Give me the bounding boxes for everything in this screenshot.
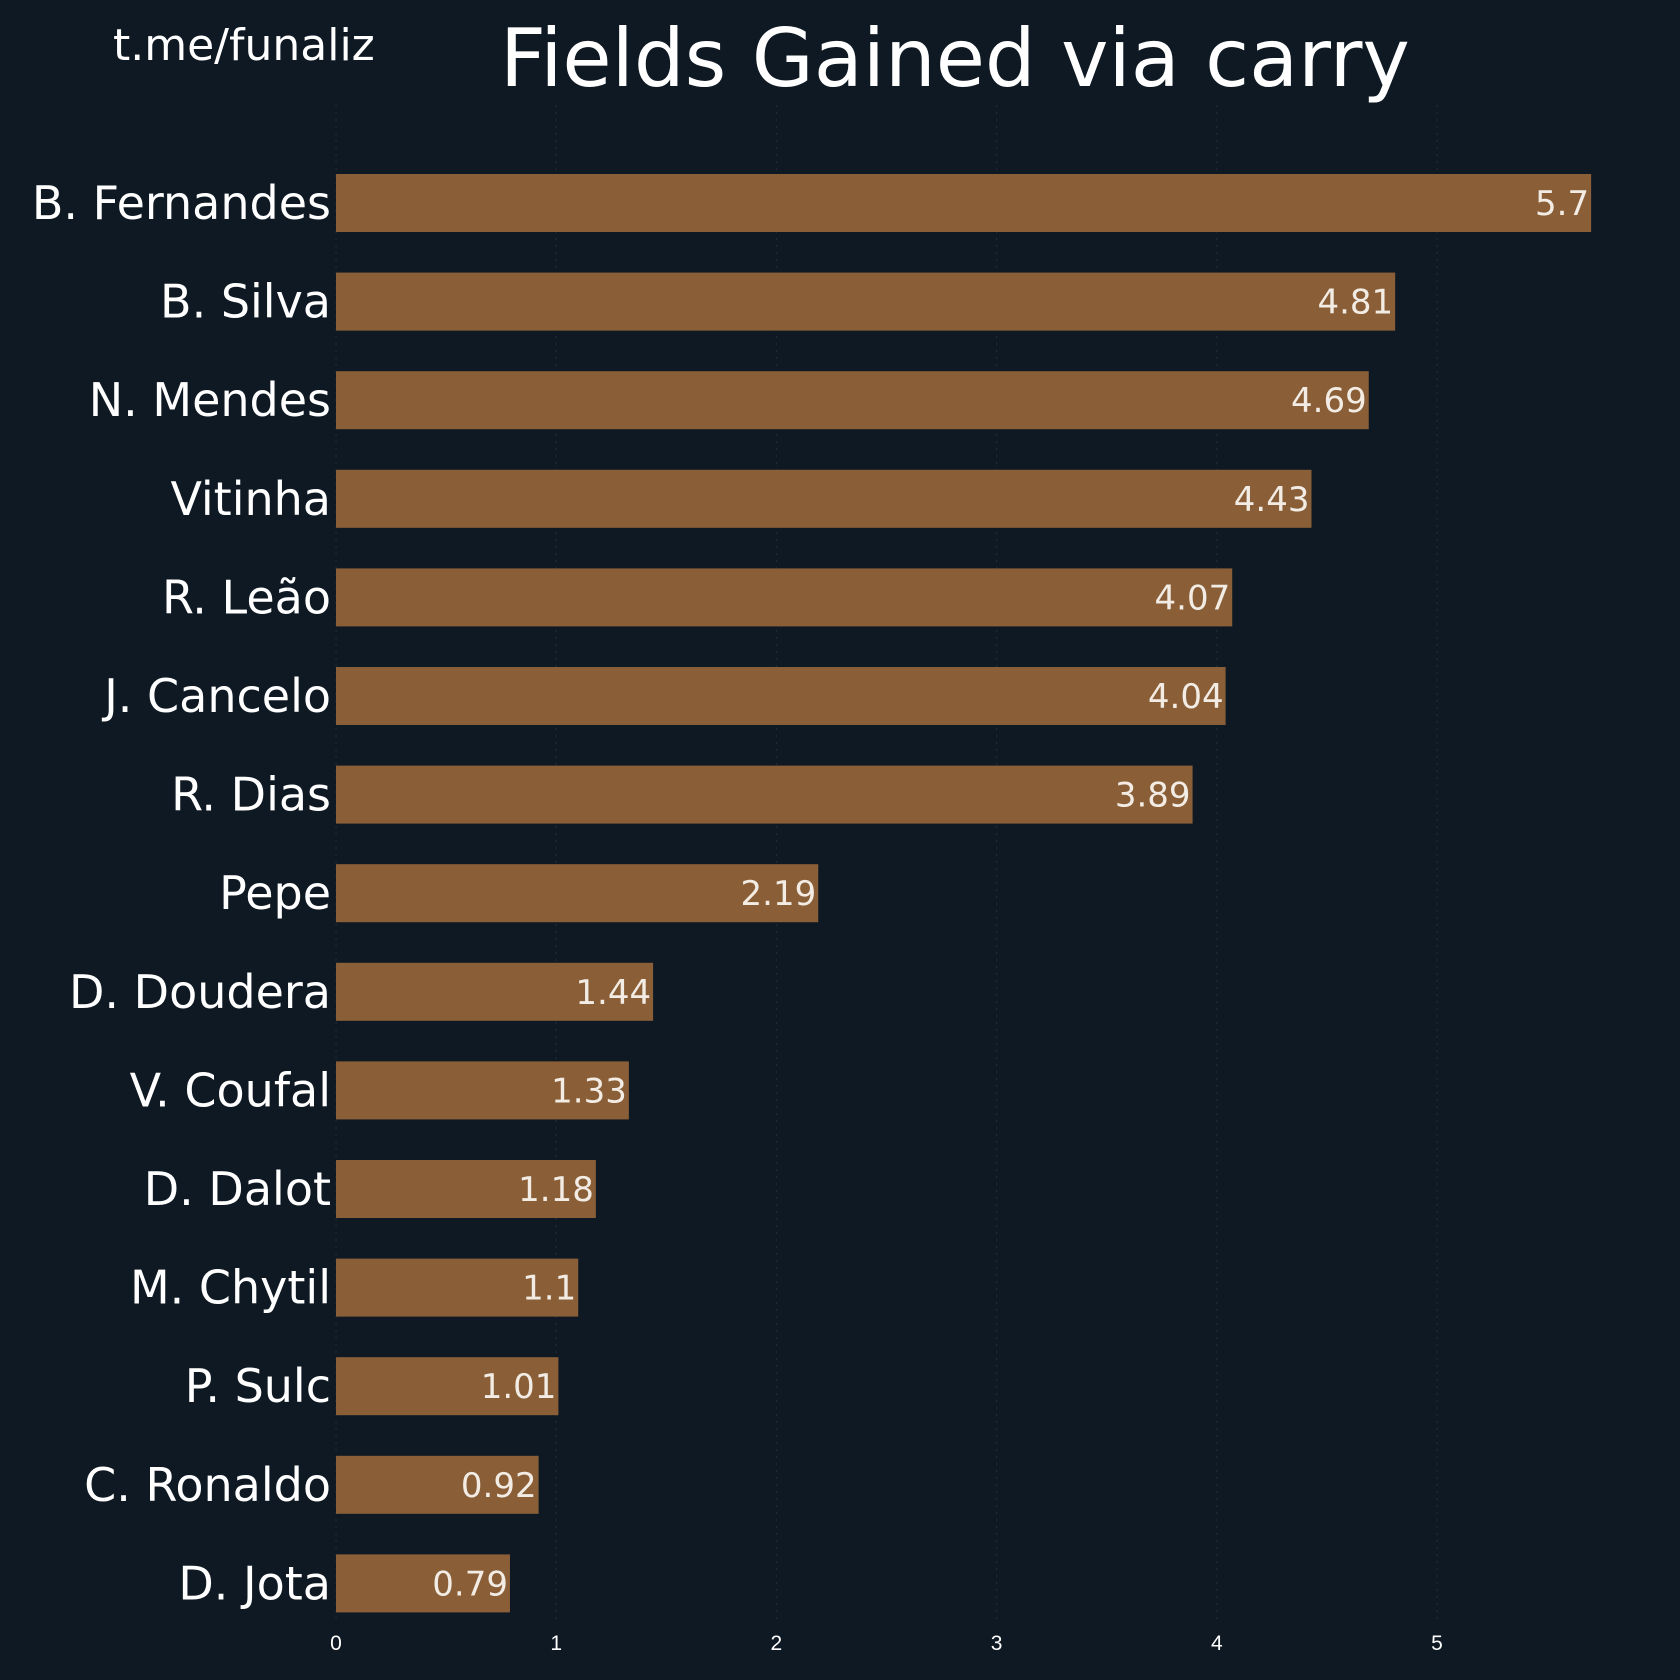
bar bbox=[336, 1160, 596, 1218]
category-label: B. Fernandes bbox=[32, 176, 331, 230]
bar bbox=[336, 469, 1312, 528]
bar bbox=[336, 568, 1233, 627]
category-label: Vitinha bbox=[170, 472, 331, 526]
labels: B. Fernandes 5.7 B. Silva 4.81 N. Mendes 4.69… bbox=[32, 176, 1589, 1610]
data-label: 1.44 bbox=[575, 973, 651, 1013]
category-label: Pepe bbox=[219, 866, 331, 920]
data-label: 3.89 bbox=[1115, 776, 1191, 816]
data-label: 4.43 bbox=[1234, 480, 1310, 520]
category-label: P. Sulc bbox=[185, 1359, 331, 1413]
x-tick-label: 5 bbox=[1431, 1632, 1443, 1655]
watermark: t.me/funaliz bbox=[113, 20, 375, 71]
category-label: M. Chytil bbox=[130, 1261, 331, 1315]
bars bbox=[336, 174, 1592, 1613]
category-label: B. Silva bbox=[160, 275, 331, 329]
category-label: D. Dalot bbox=[144, 1162, 331, 1216]
data-label: 0.79 bbox=[432, 1564, 508, 1604]
bar bbox=[336, 962, 654, 1021]
bar bbox=[336, 765, 1193, 824]
data-label: 4.04 bbox=[1148, 677, 1224, 717]
bar bbox=[336, 1554, 510, 1613]
data-label: 2.19 bbox=[741, 874, 817, 914]
category-label: C. Ronaldo bbox=[84, 1458, 331, 1512]
x-tick-label: 2 bbox=[771, 1632, 783, 1655]
bar bbox=[336, 1455, 539, 1514]
category-label: D. Jota bbox=[178, 1556, 331, 1610]
data-label: 5.7 bbox=[1535, 184, 1589, 224]
category-label: N. Mendes bbox=[89, 373, 331, 427]
bar bbox=[336, 667, 1226, 725]
gridlines bbox=[335, 105, 1438, 1620]
data-label: 4.07 bbox=[1155, 578, 1231, 618]
chart-title: Fields Gained via carry bbox=[500, 12, 1410, 105]
data-label: 4.81 bbox=[1317, 283, 1393, 323]
data-label: 0.92 bbox=[461, 1466, 537, 1506]
data-label: 1.01 bbox=[481, 1367, 557, 1407]
bar bbox=[336, 1258, 579, 1317]
category-label: D. Doudera bbox=[69, 965, 331, 1019]
bar bbox=[336, 174, 1592, 232]
x-tick-label: 1 bbox=[550, 1632, 562, 1655]
bar bbox=[336, 1357, 559, 1416]
x-tick-label: 3 bbox=[991, 1632, 1003, 1655]
x-tick-label: 0 bbox=[330, 1632, 342, 1655]
x-tick-label: 4 bbox=[1211, 1632, 1223, 1655]
data-label: 1.1 bbox=[522, 1269, 576, 1309]
bar bbox=[336, 1061, 629, 1120]
category-label: R. Leão bbox=[162, 570, 331, 624]
data-label: 4.69 bbox=[1291, 381, 1367, 421]
x-axis-ticks: 0 1 2 3 4 5 bbox=[330, 1632, 1443, 1655]
category-label: V. Coufal bbox=[130, 1063, 331, 1117]
bar bbox=[336, 272, 1396, 331]
data-label: 1.18 bbox=[518, 1170, 594, 1210]
category-label: R. Dias bbox=[171, 768, 331, 822]
bar bbox=[336, 864, 819, 923]
bar bbox=[336, 371, 1369, 430]
data-label: 1.33 bbox=[551, 1071, 627, 1111]
category-label: J. Cancelo bbox=[101, 669, 331, 723]
